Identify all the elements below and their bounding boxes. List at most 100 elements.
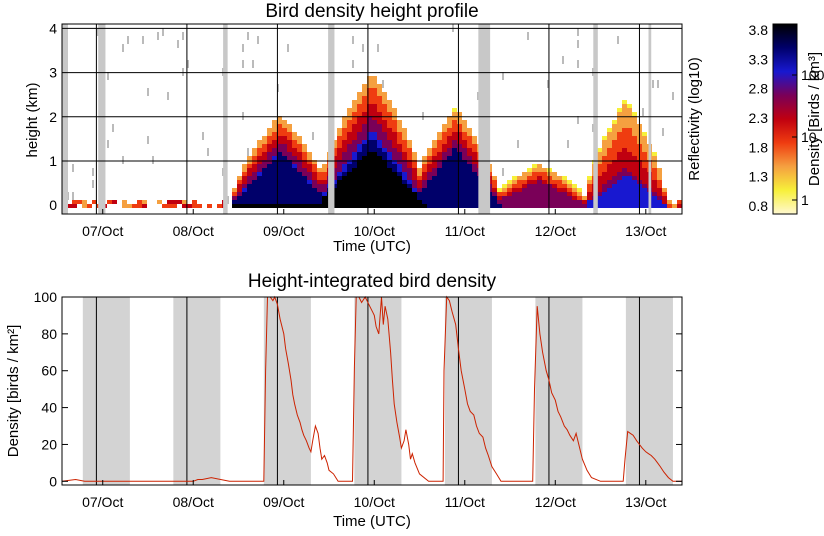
- heatmap-cell: [617, 180, 622, 184]
- heatmap-cell: [427, 152, 432, 156]
- heatmap-cell: [382, 104, 387, 108]
- heatmap-cell: [407, 180, 412, 184]
- heatmap-cell: [462, 196, 467, 200]
- heatmap-cell: [347, 184, 352, 188]
- heatmap-cell: [252, 188, 257, 192]
- heatmap-cell: [442, 124, 447, 128]
- heatmap-cell: [402, 148, 407, 152]
- heatmap-cell: [622, 164, 627, 168]
- heatmap-cell: [572, 188, 577, 192]
- heatmap-cell: [287, 148, 292, 152]
- line-x-tick-label: 10/Oct: [354, 494, 395, 510]
- line-x-tick-label: 08/Oct: [173, 494, 214, 510]
- heatmap-cell: [617, 132, 622, 136]
- night-band: [263, 297, 311, 485]
- heatmap-cell: [287, 200, 292, 204]
- heatmap-cell: [422, 192, 427, 196]
- heatmap-cell: [352, 204, 357, 208]
- heatmap-cell: [332, 200, 337, 204]
- heatmap-cell: [252, 192, 257, 196]
- heatmap-cell: [282, 128, 287, 132]
- heatmap-cell: [447, 192, 452, 196]
- heatmap-cell: [257, 144, 262, 148]
- heatmap-cell: [317, 180, 322, 184]
- heatmap-cell: [462, 192, 467, 196]
- heatmap-cell: [302, 176, 307, 180]
- heatmap-cell: [467, 196, 472, 200]
- heatmap-cell: [527, 188, 532, 192]
- colorbar-right-tick-label: 10: [801, 129, 817, 145]
- heatmap-cell: [302, 192, 307, 196]
- heatmap-cell: [312, 176, 317, 180]
- heatmap-cell: [432, 184, 437, 188]
- heatmap-cell: [282, 148, 287, 152]
- line-x-axis-label: Time (UTC): [333, 513, 411, 530]
- heatmap-cell: [632, 120, 637, 124]
- heatmap-cell: [337, 156, 342, 160]
- heatmap-cell: [297, 148, 302, 152]
- heatmap-cell: [257, 168, 262, 172]
- heatmap-cell: [262, 164, 267, 168]
- heatmap-cell: [617, 116, 622, 120]
- heatmap-cell: [352, 140, 357, 144]
- heatmap-cell: [272, 128, 277, 132]
- heatmap-cell: [332, 172, 337, 176]
- heatmap-cell: [657, 188, 662, 192]
- heatmap-cell: [277, 184, 282, 188]
- heatmap-cell: [292, 196, 297, 200]
- heatmap-speckle: [187, 60, 189, 68]
- heatmap-cell: [352, 188, 357, 192]
- heatmap-cell: [657, 184, 662, 188]
- heatmap-cell: [347, 196, 352, 200]
- heatmap-cell: [432, 172, 437, 176]
- heatmap-cell: [672, 204, 677, 208]
- line-x-tick-label: 09/Oct: [263, 494, 304, 510]
- heatmap-cell: [607, 172, 612, 176]
- heatmap-cell: [387, 104, 392, 108]
- heatmap-cell: [597, 192, 602, 196]
- heatmap-cell: [357, 104, 362, 108]
- heatmap-cell: [392, 168, 397, 172]
- heatmap-cell: [362, 132, 367, 136]
- heatmap-cell: [267, 180, 272, 184]
- heatmap-cell: [422, 176, 427, 180]
- heatmap-cell: [307, 184, 312, 188]
- heatmap-cell: [457, 120, 462, 124]
- heatmap-cell: [402, 196, 407, 200]
- heatmap-cell: [537, 164, 542, 168]
- heatmap-cell: [667, 200, 672, 204]
- heatmap-cell: [617, 144, 622, 148]
- heatmap-cell: [617, 136, 622, 140]
- heatmap-cell: [392, 172, 397, 176]
- heatmap-cell: [632, 168, 637, 172]
- heatmap-cell: [467, 180, 472, 184]
- heatmap-cell: [402, 176, 407, 180]
- heatmap-cell: [577, 204, 582, 208]
- heatmap-cell: [617, 168, 622, 172]
- heatmap-cell: [312, 200, 317, 204]
- heatmap-cell: [522, 184, 527, 188]
- heatmap-cell: [257, 204, 262, 208]
- heatmap-title: Bird density height profile: [265, 1, 478, 22]
- heatmap-cell: [472, 196, 477, 200]
- heatmap-cell: [357, 156, 362, 160]
- heatmap-cell: [342, 176, 347, 180]
- heatmap-cell: [622, 120, 627, 124]
- heatmap-speckle: [252, 60, 254, 68]
- heatmap-cell: [372, 84, 377, 88]
- heatmap-cell: [447, 128, 452, 132]
- heatmap-cell: [177, 200, 182, 204]
- heatmap-cell: [462, 176, 467, 180]
- heatmap-cell: [432, 148, 437, 152]
- heatmap-cell: [347, 148, 352, 152]
- heatmap-cell: [292, 180, 297, 184]
- heatmap-cell: [362, 140, 367, 144]
- heatmap-cell: [407, 200, 412, 204]
- heatmap-cell: [397, 128, 402, 132]
- heatmap-cell: [417, 184, 422, 188]
- heatmap-cell: [612, 140, 617, 144]
- line-y-axis-label: Density [birds / km²]: [5, 325, 22, 458]
- heatmap-cell: [342, 180, 347, 184]
- heatmap-cell: [612, 136, 617, 140]
- heatmap-cell: [377, 200, 382, 204]
